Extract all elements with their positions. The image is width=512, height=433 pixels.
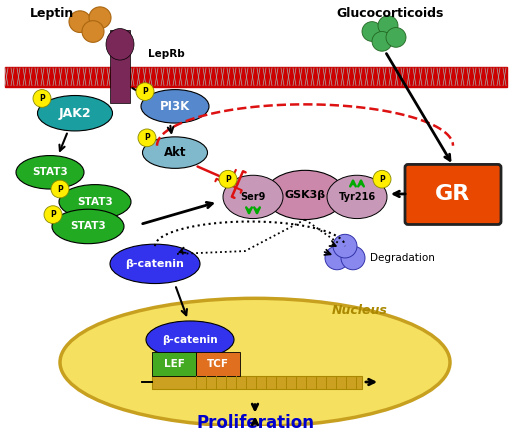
Text: Akt: Akt <box>164 146 186 159</box>
Ellipse shape <box>265 170 345 220</box>
Text: STAT3: STAT3 <box>77 197 113 207</box>
Text: P: P <box>144 133 150 142</box>
Text: β-catenin: β-catenin <box>125 259 184 269</box>
Bar <box>152 352 196 376</box>
Text: GSK3β: GSK3β <box>285 190 326 200</box>
Circle shape <box>33 90 51 107</box>
Ellipse shape <box>223 175 283 219</box>
Circle shape <box>341 246 365 270</box>
Text: TCF: TCF <box>207 359 229 369</box>
Ellipse shape <box>16 155 84 189</box>
Text: PI3K: PI3K <box>160 100 190 113</box>
Circle shape <box>378 16 398 36</box>
Ellipse shape <box>37 96 113 131</box>
Ellipse shape <box>60 298 450 427</box>
Circle shape <box>386 28 406 47</box>
Text: P: P <box>379 174 385 184</box>
Text: β-catenin: β-catenin <box>162 335 218 345</box>
Ellipse shape <box>106 29 134 60</box>
Text: STAT3: STAT3 <box>70 221 106 232</box>
Text: LEF: LEF <box>163 359 184 369</box>
Text: STAT3: STAT3 <box>32 167 68 177</box>
Text: JAK2: JAK2 <box>59 107 91 120</box>
Ellipse shape <box>52 209 124 244</box>
Text: Proliferation: Proliferation <box>196 414 314 433</box>
Text: P: P <box>225 174 231 184</box>
Circle shape <box>362 22 382 41</box>
Circle shape <box>82 21 104 42</box>
Circle shape <box>138 129 156 147</box>
Circle shape <box>325 246 349 270</box>
Bar <box>196 352 240 376</box>
Ellipse shape <box>146 321 234 359</box>
Text: GR: GR <box>435 184 471 204</box>
Bar <box>110 29 130 103</box>
Text: Nucleus: Nucleus <box>332 304 388 317</box>
Bar <box>5 67 507 87</box>
FancyBboxPatch shape <box>405 165 501 224</box>
Text: P: P <box>50 210 56 219</box>
Circle shape <box>51 180 69 198</box>
Text: P: P <box>142 87 148 96</box>
Text: Tyr216: Tyr216 <box>338 192 376 202</box>
Circle shape <box>69 11 91 32</box>
Ellipse shape <box>141 90 209 123</box>
Text: Glucocorticoids: Glucocorticoids <box>336 7 444 20</box>
Ellipse shape <box>110 244 200 284</box>
Text: Leptin: Leptin <box>30 7 74 20</box>
Text: P: P <box>39 94 45 103</box>
Circle shape <box>136 83 154 100</box>
Ellipse shape <box>59 184 131 219</box>
Circle shape <box>373 170 391 188</box>
Circle shape <box>372 32 392 51</box>
Circle shape <box>219 170 237 188</box>
Ellipse shape <box>327 175 387 219</box>
Bar <box>152 376 362 389</box>
Text: P: P <box>57 184 63 194</box>
Circle shape <box>333 234 357 258</box>
Text: LepRb: LepRb <box>148 49 185 59</box>
Ellipse shape <box>142 137 207 168</box>
Circle shape <box>44 206 62 223</box>
Text: Ser9: Ser9 <box>240 192 266 202</box>
Circle shape <box>89 7 111 29</box>
Text: Degradation: Degradation <box>370 253 435 263</box>
